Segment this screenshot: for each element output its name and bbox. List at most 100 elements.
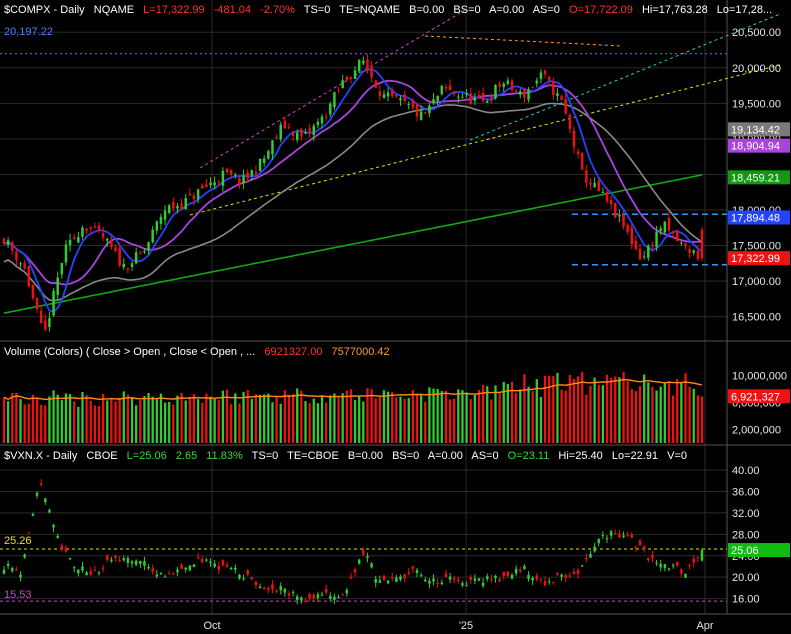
- vxn-candle: [614, 529, 617, 535]
- volume-bar: [568, 375, 571, 443]
- price-candle: [234, 172, 237, 179]
- candle-body: [527, 89, 530, 100]
- vxn-body: [593, 546, 596, 552]
- volume-bar: [651, 386, 654, 443]
- vxn-candle: [221, 559, 225, 567]
- price-candle: [2, 236, 6, 245]
- vxn-candle: [531, 576, 534, 586]
- volume-bar: [325, 402, 328, 443]
- vxn-body: [283, 588, 287, 593]
- vxn-panel[interactable]: [0, 479, 727, 605]
- vxn-candle: [134, 559, 138, 567]
- price-tag-4-label: 17,322.99: [731, 253, 780, 265]
- volume-bar: [225, 389, 229, 443]
- grid-lines: [0, 0, 727, 614]
- candle-body: [415, 104, 419, 117]
- candle-body: [329, 103, 332, 115]
- vxn-body: [457, 579, 460, 582]
- price-candle: [651, 241, 654, 253]
- price-hi: Hi=17,763.28: [642, 4, 708, 16]
- volume-bar: [411, 389, 415, 443]
- price-candle: [254, 165, 258, 178]
- vxn-header: $VXN.X - Daily CBOE L=25.06 2.65 11.83% …: [4, 450, 687, 462]
- volume-bar: [370, 389, 373, 443]
- price-tag-1: 18,904.94: [728, 138, 790, 153]
- price-candle: [506, 77, 510, 86]
- vxn-body: [167, 573, 171, 575]
- price-tags: 19,134.42 18,904.94 18,459.21 17,894.48 17,3…: [728, 122, 790, 558]
- candle-body: [93, 226, 97, 228]
- vxn-body: [614, 533, 617, 535]
- vxn-candle: [568, 572, 572, 578]
- vxn-body: [316, 594, 320, 598]
- price-candle: [370, 61, 373, 83]
- vxn-candle: [172, 571, 175, 575]
- vxn-candle: [399, 574, 402, 582]
- vxn-body: [246, 570, 249, 575]
- candle-body: [659, 228, 662, 232]
- price-candle: [159, 213, 163, 230]
- price-candle: [258, 158, 262, 172]
- vxn-candle: [655, 559, 658, 567]
- vxn-body: [279, 586, 282, 591]
- vxn-candle: [316, 591, 320, 602]
- volume-bar: [40, 404, 43, 443]
- vxn-candle: [320, 591, 324, 597]
- price-candle: [663, 220, 667, 234]
- candle-body: [337, 89, 340, 91]
- volume-panel[interactable]: [2, 372, 704, 443]
- vxn-tick-label: 16.00: [732, 594, 760, 606]
- price-candle: [626, 223, 629, 235]
- candle-body: [444, 87, 448, 89]
- volume-bar: [23, 404, 26, 443]
- vxn-as: AS=0: [471, 450, 498, 462]
- candle-body: [469, 93, 472, 104]
- vxn-candle: [250, 576, 254, 581]
- price-panel[interactable]: [0, 9, 781, 332]
- vxn-candle: [312, 592, 316, 601]
- price-tick-label: 17,500.00: [732, 241, 781, 253]
- vxn-candle: [122, 555, 126, 562]
- vxn-a: A=0.00: [428, 450, 463, 462]
- vxn-body: [415, 569, 419, 573]
- price-candle: [192, 192, 196, 206]
- price-candle: [436, 95, 439, 106]
- vxn-body: [6, 563, 10, 567]
- price-candle: [469, 87, 472, 106]
- vxn-candle: [481, 577, 485, 588]
- vxn-candle: [304, 597, 307, 603]
- price-candle: [167, 203, 171, 215]
- price-candle: [353, 66, 357, 80]
- price-candle: [680, 241, 683, 246]
- vxn-body: [651, 554, 654, 559]
- vxn-candle: [671, 563, 675, 569]
- candle-body: [514, 90, 518, 92]
- vxn-candle: [357, 558, 361, 565]
- candle-body: [254, 171, 258, 174]
- volume-bar: [407, 398, 410, 443]
- volume-bar: [486, 386, 489, 443]
- vxn-candle: [663, 563, 667, 572]
- volume-bar: [341, 393, 344, 443]
- vxn-candle: [692, 555, 695, 568]
- vxn-candle: [155, 569, 159, 579]
- vxn-candle: [469, 574, 472, 584]
- volume-bar: [258, 394, 262, 443]
- price-candle: [139, 250, 142, 255]
- candle-body: [440, 85, 444, 95]
- candle-body: [477, 94, 481, 97]
- vxn-candle: [167, 570, 171, 575]
- candle-body: [597, 180, 600, 192]
- vxn-body: [498, 579, 501, 582]
- candle-body: [374, 80, 377, 88]
- vxn-body: [395, 577, 398, 582]
- candle-body: [667, 217, 671, 231]
- price-candle: [560, 94, 563, 101]
- price-ts: TS=0: [304, 4, 331, 16]
- vxn-body: [93, 569, 97, 571]
- vxn-candle: [684, 573, 687, 578]
- vxn-body: [552, 581, 555, 583]
- vxn-candle: [48, 508, 51, 514]
- candle-body: [523, 88, 526, 98]
